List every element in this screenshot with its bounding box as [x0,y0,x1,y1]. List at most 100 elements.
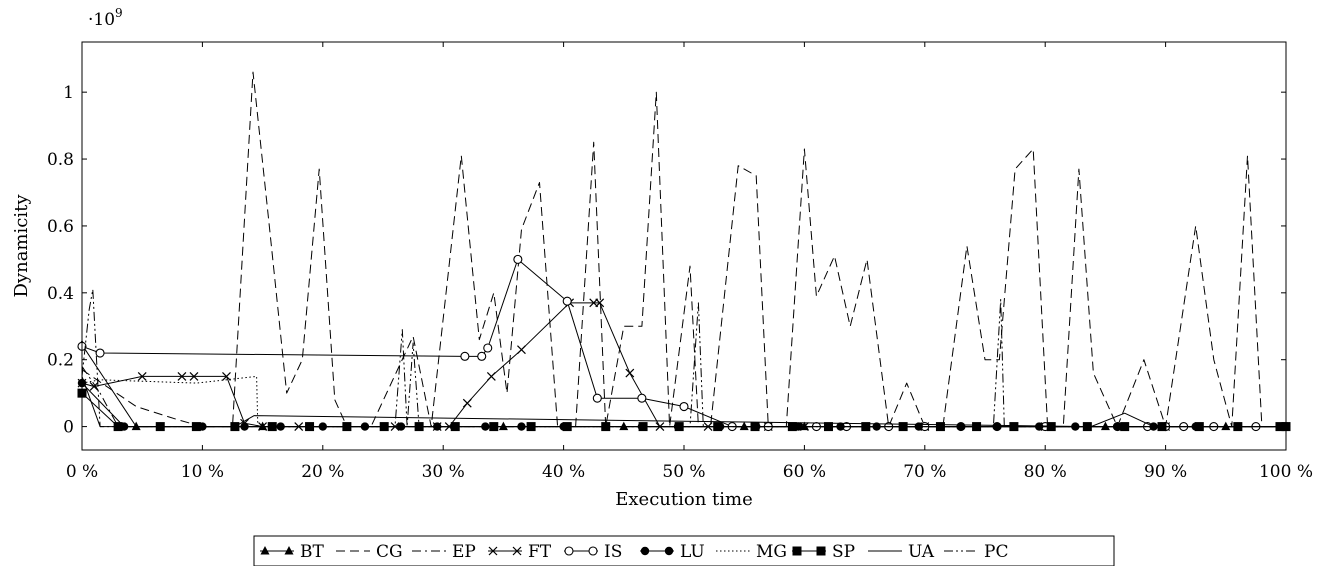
legend-item-mg: MG [716,542,787,562]
point-sp [489,422,499,432]
point-bt [131,421,141,431]
cross-stroke [462,398,472,408]
legend-item-ft: FT [488,542,552,562]
cross-stroke [595,298,605,308]
legend-marker [664,546,674,556]
legend-marker [260,546,270,555]
y-tick-label: 1 [63,83,74,103]
point-is [592,393,602,403]
cross-stroke [486,372,496,381]
x-axis-title: Execution time [615,489,752,510]
legend-marker [512,546,522,556]
legend-marker [564,546,574,556]
y-multiplier: ·109 [88,6,123,30]
legend-label-lu: LU [680,542,705,562]
series-line-bt [81,344,1286,428]
point-bt [619,421,629,431]
y-axis-title: Dynamicity [11,194,32,298]
point-is [513,254,523,264]
point-bt [1221,421,1231,431]
legend-label-ft: FT [528,542,552,562]
x-tick-label: 90 % [1144,462,1187,482]
x-tick-label: 60 % [783,462,826,482]
point-bt [1100,421,1110,431]
x-tick-label: 80 % [1024,462,1067,482]
point-sp [450,422,460,432]
legend-item-lu: LU [640,542,705,562]
point-ft [137,372,147,381]
x-tick-label: 0 % [66,462,98,482]
legend-label-ua: UA [908,542,935,562]
cross-stroke [189,372,199,381]
point-is [95,348,105,358]
point-ft [625,368,635,378]
series-ep [81,366,1286,428]
series-mg [81,375,1286,428]
cross-stroke [222,372,231,381]
legend-item-bt: BT [260,542,324,562]
series-is [77,254,1291,432]
y-tick-label: 0.2 [47,351,74,371]
axis-ticks: 0 % 10 % 20 % 30 % 40 % 50 % 60 % 70 % 80 % 90 % 1… [47,42,1313,482]
series-line-mg [81,375,1286,428]
point-ft [189,372,199,381]
legend-item-ua: UA [868,542,935,562]
legend-label-is: IS [604,542,622,562]
point-sp [787,422,797,432]
legend-marker [816,546,826,556]
series-pc [81,289,1286,428]
x-tick-label: 20 % [301,462,344,482]
y-tick-label: 0.4 [47,284,74,304]
legend-marker [284,546,294,555]
legend-items: BT CG EP FT IS LU MG SP UA PC [260,542,1008,562]
series-cg [81,71,1286,428]
series-ua [81,376,1286,428]
plot-series [77,71,1291,432]
legend-item-cg: CG [336,542,403,562]
series-line-ua [81,376,1286,428]
x-tick-label: 50 % [662,462,705,482]
legend-item-is: IS [564,542,622,562]
point-is [679,401,689,412]
point-sp [1046,422,1056,432]
x-tick-label: 30 % [422,462,465,482]
cross-stroke [512,546,522,556]
y-tick-label: 0.8 [47,150,74,170]
y-tick-label: 0.6 [47,217,74,237]
series-line-cg [81,71,1286,428]
point-ft [595,298,605,308]
legend-marker [640,546,650,556]
point-bt [498,421,508,431]
point-is [483,343,493,353]
x-tick-label: 70 % [903,462,946,482]
series-line-is [81,258,1286,428]
legend-label-sp: SP [832,542,855,562]
legend-label-pc: PC [984,542,1008,562]
cross-stroke [137,372,147,381]
point-ft [177,372,187,381]
point-ft [486,372,496,381]
legend-label-mg: MG [756,542,787,562]
point-is [562,296,572,306]
cross-stroke [625,368,635,378]
point-sp [935,422,945,432]
series-line-ep [81,366,1286,428]
point-sp [1120,422,1130,432]
point-sp [898,422,908,432]
point-ft [462,398,472,408]
legend-item-pc: PC [944,542,1008,562]
x-tick-label: 10 % [181,462,224,482]
point-sp [305,422,315,432]
point-sp [342,422,352,432]
x-tick-label: 40 % [542,462,585,482]
series-bt [77,339,1291,431]
point-ft [517,345,526,355]
legend-item-sp: SP [792,542,855,562]
point-bt [739,421,749,431]
cross-stroke [177,372,187,381]
legend-label-bt: BT [300,542,324,562]
x-tick-label: 100 % [1259,462,1313,482]
cross-stroke [89,382,99,391]
